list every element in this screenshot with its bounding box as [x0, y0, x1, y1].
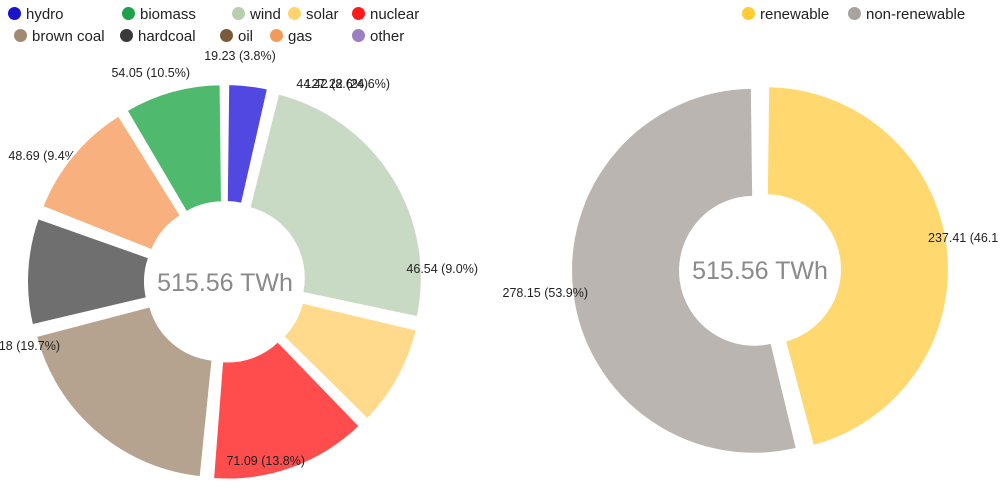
slice-nuclear[interactable]: [211, 339, 362, 481]
center-total-label: 515.56 TWh: [157, 269, 293, 297]
legend-swatch-icon: [352, 29, 365, 42]
legend-item-other[interactable]: other: [352, 28, 404, 45]
data-label-wind: 127.22 (24.6%): [305, 77, 390, 91]
legend-label: other: [370, 28, 405, 45]
legend-swatch-icon: [8, 7, 21, 20]
legend-label: wind: [250, 6, 281, 23]
legend-item-hardcoal[interactable]: hardcoal: [120, 28, 196, 45]
slice-biomass[interactable]: [125, 83, 224, 214]
legend-item-renewable[interactable]: renewable: [742, 6, 829, 23]
slice-wind[interactable]: [248, 92, 423, 319]
slice-gas[interactable]: [40, 114, 183, 252]
data-label-hardcoal: 48.69 (9.4%): [8, 149, 80, 163]
legend-label: gas: [288, 28, 313, 45]
legend-item-non-renewable[interactable]: non-renewable: [848, 6, 965, 23]
data-label-biomass: 44.42 (8.6%): [296, 77, 368, 91]
slice-non-renewable[interactable]: [570, 86, 799, 455]
legend-swatch-icon: [220, 29, 233, 42]
data-label-hydro: 19.23 (3.8%): [204, 49, 276, 63]
legend-swatch-icon: [742, 7, 755, 20]
slice-hydro[interactable]: [225, 83, 270, 206]
slice-renewable[interactable]: [765, 85, 950, 448]
data-label-solar: 46.54 (9.0%): [406, 262, 478, 276]
legend-item-oil[interactable]: oil: [220, 28, 253, 45]
legend-label: non-renewable: [866, 6, 966, 23]
legend-swatch-icon: [848, 7, 861, 20]
legend-swatch-icon: [270, 29, 283, 42]
legend-label: biomass: [140, 6, 196, 23]
legend-label: oil: [238, 28, 254, 45]
data-label-non-renewable: 278.15 (53.9%): [503, 286, 588, 300]
legend-item-brown-coal[interactable]: brown coal: [14, 28, 105, 45]
legend-item-solar[interactable]: solar: [288, 6, 339, 23]
center-total-label: 515.56 TWh: [692, 257, 828, 285]
slice-solar[interactable]: [281, 301, 419, 421]
legend-item-gas[interactable]: gas: [270, 28, 312, 45]
legend-label: renewable: [760, 6, 830, 23]
slice-brown-coal[interactable]: [34, 305, 214, 479]
data-label-renewable: 237.41 (46.1: [928, 231, 998, 245]
legend-item-hydro[interactable]: hydro: [8, 6, 64, 23]
legend-swatch-icon: [120, 29, 133, 42]
legend-item-nuclear[interactable]: nuclear: [352, 6, 419, 23]
slice-hardcoal[interactable]: [26, 216, 151, 327]
data-label-gas: 54.05 (10.5%): [111, 66, 190, 80]
legend-item-biomass[interactable]: biomass: [122, 6, 196, 23]
data-label-nuclear: 71.09 (13.8%): [226, 454, 305, 468]
legend-label: brown coal: [32, 28, 105, 45]
legend-swatch-icon: [122, 7, 135, 20]
legend-item-wind[interactable]: wind: [232, 6, 281, 23]
legend-label: hydro: [26, 6, 64, 23]
data-label-brown-coal: 18 (19.7%): [0, 339, 60, 353]
legend-swatch-icon: [232, 7, 245, 20]
legend-label: nuclear: [370, 6, 420, 23]
legend-swatch-icon: [288, 7, 301, 20]
legend-swatch-icon: [14, 29, 27, 42]
legend-label: solar: [306, 6, 339, 23]
slice-oil[interactable]: [38, 210, 152, 255]
legend-swatch-icon: [352, 7, 365, 20]
legend-label: hardcoal: [138, 28, 196, 45]
